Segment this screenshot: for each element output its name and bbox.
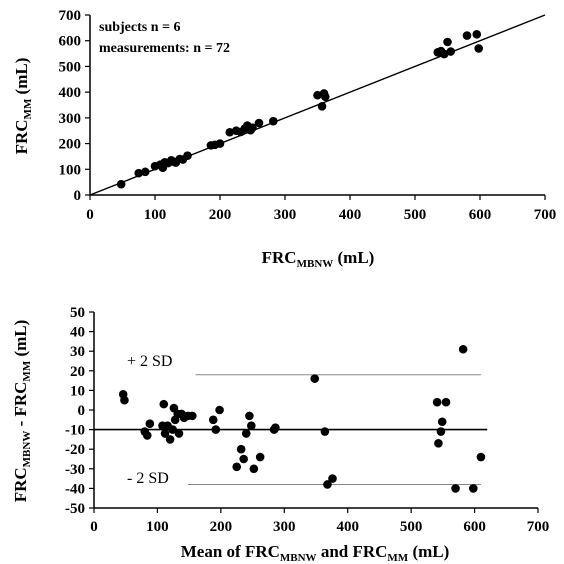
data-point bbox=[232, 462, 242, 472]
annotation-measurements: measurements: n = 72 bbox=[99, 41, 230, 56]
data-point bbox=[474, 44, 484, 53]
data-point bbox=[134, 168, 144, 178]
data-point bbox=[168, 425, 177, 434]
data-point bbox=[317, 101, 327, 111]
y-tick-label: -20 bbox=[65, 442, 85, 458]
data-point bbox=[159, 399, 169, 409]
x-tick-label: 200 bbox=[210, 519, 233, 535]
data-point bbox=[321, 92, 330, 102]
upper-sd-label: + 2 SD bbox=[127, 353, 172, 370]
data-point bbox=[211, 425, 221, 434]
data-point bbox=[441, 397, 451, 407]
data-point bbox=[437, 417, 447, 427]
x-tick-label: 400 bbox=[336, 519, 359, 535]
y-tick-label: 50 bbox=[70, 305, 85, 321]
data-point bbox=[239, 454, 248, 464]
data-point bbox=[443, 37, 452, 47]
x-tick-label: 600 bbox=[469, 207, 492, 223]
data-point bbox=[328, 474, 337, 483]
x-tick-label: 200 bbox=[209, 207, 232, 223]
y-tick-label: 600 bbox=[59, 34, 82, 50]
x-tick-label: 700 bbox=[534, 207, 557, 223]
data-point bbox=[313, 90, 322, 100]
y-tick-label: 0 bbox=[78, 403, 86, 419]
data-point bbox=[225, 127, 235, 137]
y-tick-label: 0 bbox=[74, 188, 82, 204]
y-tick-label: 200 bbox=[59, 137, 82, 153]
y-tick-label: 10 bbox=[70, 383, 85, 399]
data-point bbox=[439, 49, 449, 59]
y-tick-label: -40 bbox=[65, 481, 85, 497]
data-point bbox=[174, 429, 184, 438]
annotation-subjects: subjects n = 6 bbox=[99, 20, 180, 35]
data-point bbox=[469, 484, 478, 493]
data-point bbox=[248, 123, 257, 132]
data-point bbox=[120, 395, 129, 405]
x-tick-label: 600 bbox=[463, 519, 486, 535]
x-tick-label: 100 bbox=[144, 207, 167, 223]
data-point bbox=[254, 118, 264, 128]
y-tick-label: 100 bbox=[59, 162, 82, 178]
data-point bbox=[241, 429, 251, 438]
data-point bbox=[476, 452, 486, 462]
x-tick-label: 300 bbox=[273, 519, 296, 535]
data-point bbox=[215, 139, 225, 148]
y-tick-label: -50 bbox=[65, 501, 85, 517]
data-point bbox=[323, 480, 332, 489]
data-point bbox=[436, 427, 446, 436]
x-tick-label: 0 bbox=[90, 519, 98, 535]
data-point bbox=[255, 452, 265, 462]
data-point bbox=[142, 431, 152, 440]
data-point bbox=[472, 29, 482, 39]
x-tick-label: 500 bbox=[404, 207, 427, 223]
data-point bbox=[116, 179, 126, 189]
data-point bbox=[245, 411, 254, 421]
data-point bbox=[434, 439, 443, 448]
y-tick-label: 30 bbox=[70, 344, 85, 360]
y-tick-label: 500 bbox=[59, 59, 82, 75]
data-point bbox=[432, 397, 442, 407]
data-point bbox=[247, 421, 256, 430]
data-point bbox=[269, 116, 278, 126]
y-tick-label: 20 bbox=[70, 364, 85, 380]
lower-sd-label: - 2 SD bbox=[127, 470, 169, 487]
x-tick-label: 0 bbox=[86, 207, 94, 223]
data-point bbox=[140, 167, 150, 177]
data-point bbox=[188, 411, 197, 421]
data-point bbox=[458, 344, 468, 354]
data-point bbox=[271, 423, 280, 432]
x-tick-label: 400 bbox=[339, 207, 362, 223]
y-tick-label: -10 bbox=[65, 423, 85, 439]
data-point bbox=[215, 405, 224, 415]
x-tick-label: 500 bbox=[400, 519, 423, 535]
data-point bbox=[183, 151, 192, 160]
data-point bbox=[145, 419, 155, 429]
x-tick-label: 300 bbox=[274, 207, 297, 223]
scatter-chart-top: 0 100 200 300 400 500 600 700 0 100 200 300 400 500 6… bbox=[12, 8, 556, 270]
x-tick-label: 100 bbox=[146, 519, 169, 535]
y-axis-label: FRCMBNW - FRCMM (mL) bbox=[11, 320, 33, 503]
x-tick-label: 700 bbox=[527, 519, 550, 535]
bland-altman-chart: -50 -40 -30 -20 -10 0 10 20 30 40 50 0 100 200 300 400… bbox=[11, 305, 549, 564]
y-tick-label: 700 bbox=[59, 8, 82, 24]
y-tick-label: 300 bbox=[59, 111, 82, 127]
data-point bbox=[462, 31, 472, 40]
data-point bbox=[160, 429, 170, 438]
data-point bbox=[208, 415, 218, 425]
data-point bbox=[451, 484, 460, 493]
y-tick-label: 40 bbox=[70, 325, 85, 341]
data-point bbox=[446, 47, 456, 56]
y-tick-label: -30 bbox=[65, 462, 85, 478]
x-axis-label: Mean of FRCMBNW and FRCMM (mL) bbox=[181, 542, 450, 564]
data-point bbox=[249, 464, 259, 474]
y-axis-label: FRCMM (mL) bbox=[12, 58, 34, 155]
x-axis-label: FRCMBNW (mL) bbox=[262, 248, 375, 270]
y-tick-label: 400 bbox=[59, 85, 82, 101]
data-point bbox=[165, 435, 175, 444]
data-point bbox=[320, 427, 330, 436]
data-point bbox=[310, 374, 320, 383]
data-point bbox=[236, 444, 246, 454]
